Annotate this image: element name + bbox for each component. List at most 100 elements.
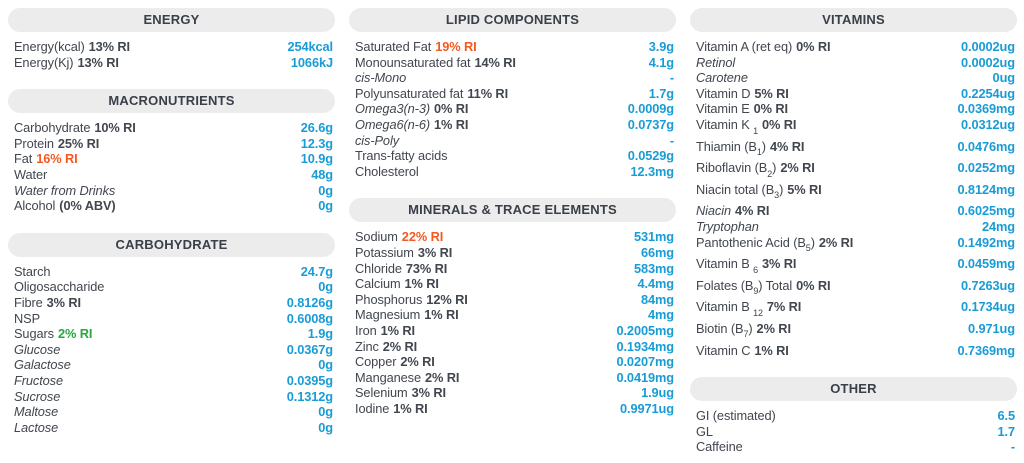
nutrient-ri-percent: 0% RI [753, 101, 788, 117]
nutrient-value: 4.4mg [637, 276, 675, 292]
nutrient-name: Galactose [14, 357, 71, 373]
nutrient-row-vitamin-a-ret-eq: Vitamin A (ret eq) 0% RI 0.0002ug [696, 39, 1015, 55]
nutrient-row-calcium: Calcium 1% RI 4.4mg [355, 276, 674, 292]
nutrient-ri-percent: 4% RI [734, 203, 770, 219]
nutrient-value: 0.0419mg [616, 369, 674, 385]
nutrient-label: Potassium 3% RI [355, 245, 452, 261]
nutrient-ri-percent: 2% RI [780, 160, 815, 176]
nutrient-label: Sodium 22% RI [355, 229, 443, 245]
nutrient-ri-percent: 1% RI [380, 322, 416, 338]
nutrient-name: Glucose [14, 341, 61, 357]
nutrient-ri-percent: 1% RI [434, 116, 469, 132]
nutrient-label: Magnesium 1% RI [355, 307, 459, 323]
nutrient-row-cis-poly: cis-Poly - [355, 133, 674, 149]
nutrient-row-cholesterol: Cholesterol 12.3mg [355, 164, 674, 180]
nutrient-ri-percent: 0% RI [796, 39, 831, 54]
nutrient-value: 0.0207mg [616, 354, 674, 370]
nutrient-ri-percent: 2% RI [400, 354, 435, 370]
nutrient-name: Vitamin E [696, 101, 750, 117]
nutrient-row-tryptophan: Tryptophan 24mg [696, 219, 1015, 235]
nutrient-name: Carotene [696, 70, 748, 86]
nutrient-value: 0.1312g [286, 388, 333, 404]
nutrient-label: Carbohydrate 10% RI [14, 120, 136, 136]
nutrient-label: Cholesterol [355, 164, 419, 180]
nutrient-value: 84mg [640, 291, 674, 307]
nutrient-label: Sugars 2% RI [14, 326, 92, 342]
nutrient-value: 0.0367g [286, 341, 333, 357]
nutrient-ri-percent: 19% RI [435, 39, 477, 54]
nutrient-row-potassium: Potassium 3% RI 66mg [355, 245, 674, 261]
nutrient-name: cis-Mono [355, 70, 407, 86]
nutrient-name: Niacin [696, 203, 731, 219]
nutrient-label: Sucrose [14, 389, 60, 405]
nutrient-label: Vitamin C 1% RI [696, 343, 789, 359]
nutrient-ri-percent: 2% RI [424, 369, 460, 385]
nutrient-value: 0g [318, 182, 333, 198]
nutrient-value: 1.7 [997, 423, 1016, 439]
nutrient-label: Pantothenic Acid (B5) 2% RI [696, 235, 853, 253]
nutrient-ri-percent: 2% RI [382, 338, 418, 354]
section-rows: Carbohydrate 10% RI 26.6g Protein 25% RI 12.3… [8, 120, 335, 214]
nutrient-row-maltose: Maltose 0g [14, 404, 333, 420]
nutrient-name: Sucrose [14, 388, 61, 404]
nutrient-row-saturated-fat: Saturated Fat 19% RI 3.9g [355, 39, 674, 55]
nutrient-ri-percent: 5% RI [787, 181, 822, 197]
nutrient-row-magnesium: Magnesium 1% RI 4mg [355, 307, 674, 323]
nutrient-row-sugars: Sugars 2% RI 1.9g [14, 326, 333, 342]
nutrient-label: Phosphorus 12% RI [355, 292, 468, 308]
nutrient-label: Manganese 2% RI [355, 370, 459, 386]
nutrient-value: 0.0737g [627, 116, 674, 132]
nutrient-label: Vitamin B 6 3% RI [696, 256, 796, 274]
nutrient-name: Potassium [355, 244, 414, 260]
nutrient-name: Starch [14, 263, 51, 279]
nutrient-label: cis-Poly [355, 133, 399, 149]
nutrient-label: Glucose [14, 342, 60, 358]
section-rows: Vitamin A (ret eq) 0% RI 0.0002ug Retinol 0.… [690, 39, 1017, 358]
nutrient-name: Carbohydrate [14, 120, 91, 136]
nutrient-ri-percent: 4% RI [769, 138, 805, 154]
nutrient-label: Biotin (B7) 2% RI [696, 321, 791, 339]
nutrient-ri-percent: 5% RI [754, 85, 789, 101]
nutrient-name: Phosphorus [355, 291, 423, 307]
nutrient-ri-percent: 3% RI [46, 294, 82, 310]
nutrient-row-carbohydrate: Carbohydrate 10% RI 26.6g [14, 120, 333, 136]
nutrient-row-vitamin-e: Vitamin E 0% RI 0.0369mg [696, 101, 1015, 117]
section-rows: GI (estimated) 6.5 GL 1.7 Caffeine - [690, 408, 1017, 455]
nutrient-value: 0.0002ug [961, 54, 1015, 70]
nutrient-label: Tryptophan [696, 219, 759, 235]
nutrient-label: Thiamin (B1) 4% RI [696, 138, 805, 157]
nutrient-name: Omega6(n-6) [355, 116, 431, 132]
nutrient-ri-percent: 1% RI [424, 307, 459, 323]
nutrient-label: Fibre 3% RI [14, 295, 81, 311]
nutrient-ri-percent: 7% RI [766, 299, 802, 315]
nutrient-row-gi-estimated: GI (estimated) 6.5 [696, 408, 1015, 424]
nutrient-row-galactose: Galactose 0g [14, 357, 333, 373]
nutrient-name: Selenium [355, 385, 408, 401]
nutrient-label: Omega6(n-6) 1% RI [355, 117, 468, 133]
nutrient-label: Saturated Fat 19% RI [355, 39, 477, 55]
nutrient-name: Energy(kcal) [14, 39, 85, 54]
nutrient-ri-percent: 0% RI [762, 116, 797, 132]
nutrient-ri-percent: 2% RI [57, 326, 93, 342]
nutrient-label: Chloride 73% RI [355, 261, 447, 277]
nutrient-row-fibre: Fibre 3% RI 0.8126g [14, 295, 333, 311]
nutrient-value: 0.1734ug [961, 299, 1015, 315]
nutrient-row-protein: Protein 25% RI 12.3g [14, 136, 333, 152]
nutrient-row-thiamin-b: Thiamin (B1) 4% RI 0.0476mg [696, 139, 1015, 161]
section-rows: Energy(kcal) 13% RI 254kcal Energy(Kj) 13% R… [8, 39, 335, 70]
nutrient-row-oligosaccharide: Oligosaccharide 0g [14, 279, 333, 295]
nutrient-row-lactose: Lactose 0g [14, 420, 333, 436]
nutrient-label: Vitamin A (ret eq) 0% RI [696, 39, 831, 55]
nutrient-name: Retinol [696, 54, 736, 70]
nutrient-name: Fat [14, 151, 33, 167]
nutrient-row-cis-mono: cis-Mono - [355, 70, 674, 86]
nutrient-value: 0.0476mg [957, 138, 1015, 154]
nutrient-value: 0.0369mg [957, 101, 1015, 117]
nutrient-value: 48g [311, 166, 333, 182]
nutrient-name: NSP [14, 310, 41, 326]
nutrient-value: 12.3mg [630, 163, 674, 179]
nutrient-row-energy-kcal: Energy(kcal) 13% RI 254kcal [14, 39, 333, 55]
nutrient-value: 0g [318, 419, 333, 435]
nutrient-label: Starch [14, 264, 50, 280]
section-lipid-components: LIPID COMPONENTS Saturated Fat 19% RI 3.9g M… [349, 8, 676, 179]
